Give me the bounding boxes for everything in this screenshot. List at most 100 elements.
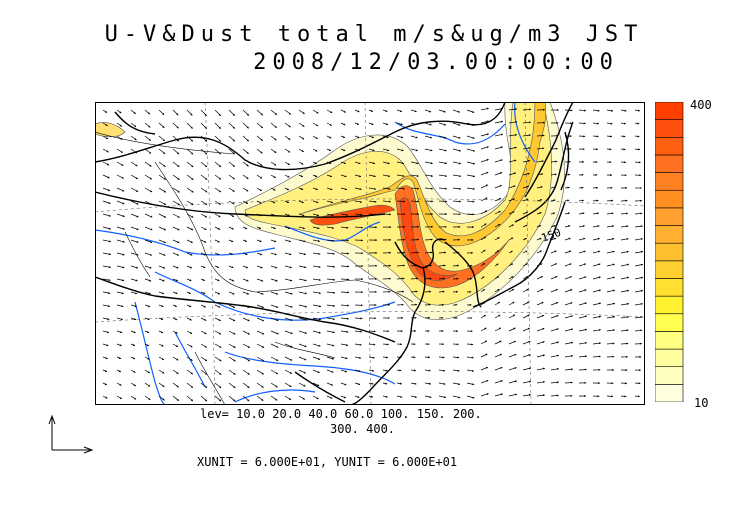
wind-arrow — [494, 133, 504, 137]
wind-arrow — [312, 122, 319, 127]
wind-arrow — [270, 122, 277, 128]
wind-arrow — [298, 148, 304, 153]
wind-arrow — [284, 239, 292, 243]
wind-arrow — [536, 354, 546, 358]
wind-arrow — [298, 382, 306, 387]
wind-arrow — [284, 278, 293, 282]
wind-arrow — [592, 199, 599, 202]
wind-arrow — [340, 213, 349, 216]
wind-arrow — [368, 174, 376, 178]
wind-arrow — [494, 276, 500, 280]
wind-arrow — [508, 250, 513, 254]
wind-arrow — [634, 148, 641, 151]
levels-line2: 300. 400. — [330, 422, 396, 436]
wind-arrow — [312, 356, 321, 360]
wind-arrow — [536, 134, 545, 137]
coastlines — [95, 102, 574, 405]
wind-arrow — [410, 174, 419, 177]
wind-arrow — [172, 239, 180, 244]
wind-arrow — [242, 109, 250, 116]
wind-arrow — [410, 187, 420, 190]
wind-arrow — [130, 239, 139, 243]
wind-arrow — [424, 148, 433, 152]
wind-arrow — [130, 161, 138, 167]
wind-arrow — [102, 304, 111, 308]
wind-arrow — [186, 226, 194, 231]
wind-arrow — [256, 213, 262, 217]
wind-arrow — [424, 161, 433, 165]
wind-arrow — [326, 135, 332, 139]
wind-arrow — [312, 395, 319, 400]
wind-arrow — [242, 226, 248, 230]
wind-arrow — [466, 356, 474, 359]
wind-arrow — [242, 265, 249, 269]
wind-arrow — [256, 382, 264, 388]
wind-arrow — [452, 395, 461, 399]
colorbar-boxes — [655, 102, 684, 402]
wind-arrow — [116, 174, 125, 179]
wind-arrow — [200, 148, 208, 155]
wind-arrow — [172, 382, 179, 388]
wind-arrow — [494, 263, 499, 267]
wind-arrow — [536, 160, 544, 163]
wind-arrow — [396, 369, 402, 372]
wind-arrow — [326, 226, 335, 229]
wind-arrow — [550, 354, 560, 358]
wind-arrow — [130, 252, 139, 256]
wind-arrow — [410, 369, 417, 372]
wind-arrow — [270, 187, 276, 191]
wind-arrow — [452, 161, 462, 165]
wind-arrow — [466, 148, 476, 152]
wind-arrow — [438, 135, 447, 139]
wind-arrow — [592, 122, 600, 125]
wind-arrow — [368, 135, 375, 139]
wind-arrow — [172, 135, 180, 142]
wind-arrow — [340, 395, 347, 399]
wind-arrow — [466, 382, 475, 386]
wind-arrow — [130, 226, 139, 231]
wind-arrow — [214, 265, 220, 268]
dust-contour-200 — [394, 185, 510, 289]
wind-arrow — [522, 263, 528, 267]
wind-arrow — [312, 213, 320, 217]
wind-arrow — [228, 148, 235, 155]
wind-arrow — [354, 382, 361, 385]
wind-arrow — [480, 380, 489, 384]
wind-arrow — [634, 263, 644, 267]
wind-arrow — [438, 395, 447, 399]
wind-arrow — [172, 330, 178, 334]
wind-arrow — [466, 369, 475, 372]
wind-vectors — [102, 107, 644, 402]
wind-arrow — [200, 369, 208, 375]
wind-arrow — [340, 343, 349, 347]
wind-arrow — [578, 263, 587, 267]
wind-arrow — [172, 213, 180, 218]
wind-arrow — [144, 356, 150, 360]
wind-arrow — [634, 135, 640, 138]
wind-arrow — [522, 393, 532, 397]
wind-arrow — [186, 187, 194, 193]
wind-arrow — [200, 109, 207, 116]
wind-arrow — [256, 330, 265, 335]
wind-arrow — [200, 135, 208, 142]
wind-arrow — [550, 199, 556, 202]
wind-arrow — [172, 304, 178, 307]
wind-arrow — [102, 174, 110, 179]
wind-arrow — [424, 187, 434, 190]
wind-arrow — [508, 172, 517, 176]
wind-arrow — [270, 343, 279, 348]
colorbar-box — [655, 313, 684, 332]
wind-arrow — [298, 317, 308, 321]
wind-arrow — [144, 187, 153, 193]
wind-arrow — [242, 330, 251, 335]
wind-arrow — [382, 356, 389, 359]
wind-arrow — [242, 122, 249, 129]
wind-arrow — [620, 109, 627, 112]
wind-arrow — [564, 368, 574, 371]
wind-arrow — [508, 159, 517, 163]
wind-arrow — [242, 239, 248, 242]
wind-arrow — [200, 265, 206, 269]
wind-arrow — [130, 135, 137, 141]
wind-arrow — [228, 213, 235, 218]
wind-arrow — [424, 290, 432, 293]
